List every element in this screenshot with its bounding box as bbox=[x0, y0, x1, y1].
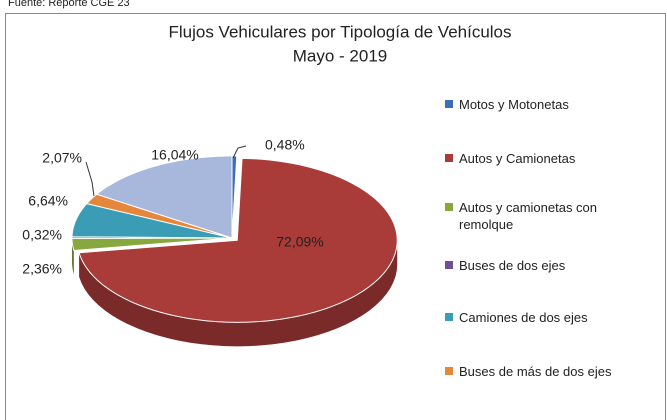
legend-swatch bbox=[445, 313, 453, 321]
source-note: Fuente: Reporte CGE 23 bbox=[8, 0, 130, 9]
legend-item: Camiones de dos ejes bbox=[445, 309, 645, 326]
slice-side bbox=[79, 240, 398, 347]
leader-line bbox=[85, 161, 95, 197]
slice bbox=[95, 155, 233, 239]
legend-label: Camiones de dos ejes bbox=[459, 310, 588, 325]
data-label: 6,64% bbox=[28, 193, 68, 209]
slice-side bbox=[72, 238, 74, 275]
legend-swatch bbox=[445, 367, 453, 375]
legend-label: Autos y camionetas con remolque bbox=[459, 200, 598, 232]
legend-item: Autos y Camionetas bbox=[445, 150, 645, 167]
data-label: 2,07% bbox=[42, 150, 82, 166]
legend-label: Buses de dos ejes bbox=[459, 258, 566, 273]
data-label: 2,36% bbox=[22, 261, 62, 277]
data-label: 0,32% bbox=[22, 227, 62, 243]
legend-item: Buses de más de dos ejes bbox=[445, 363, 645, 380]
leader-line bbox=[232, 145, 247, 159]
slice bbox=[71, 203, 233, 239]
legend-label: Buses de más de dos ejes bbox=[459, 364, 612, 379]
slice bbox=[78, 157, 398, 323]
legend-swatch bbox=[445, 261, 453, 269]
legend-swatch bbox=[445, 203, 453, 211]
legend-label: Autos y Camionetas bbox=[459, 151, 576, 166]
legend-item: Motos y Motonetas bbox=[445, 96, 645, 113]
data-label: 16,04% bbox=[151, 147, 198, 163]
legend-item: Autos y camionetas con remolque bbox=[445, 199, 645, 233]
legend-label: Motos y Motonetas bbox=[459, 97, 569, 112]
slice bbox=[85, 193, 233, 239]
chart-subtitle: Mayo - 2019 bbox=[293, 46, 388, 65]
legend-swatch bbox=[445, 154, 453, 162]
legend-item: Buses de dos ejes bbox=[445, 257, 645, 274]
data-label: 0,48% bbox=[265, 137, 305, 153]
data-label: 72,09% bbox=[276, 234, 323, 250]
legend-swatch bbox=[445, 100, 453, 108]
chart-title: Flujos Vehiculares por Tipología de Vehí… bbox=[168, 22, 511, 41]
slice bbox=[71, 237, 233, 252]
